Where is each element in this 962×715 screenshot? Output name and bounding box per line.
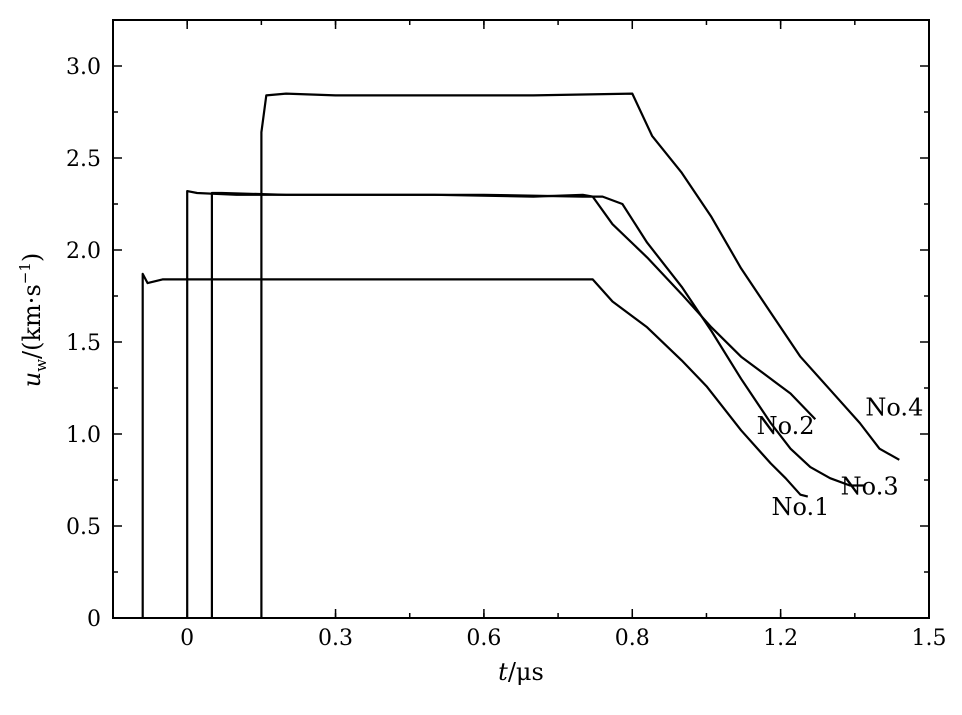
series-line-3 [210, 191, 865, 618]
series-label-2: No.2 [757, 412, 815, 440]
y-tick-label: 2.0 [66, 239, 101, 264]
y-axis-label: uw/(km·s−1) [16, 253, 50, 388]
series-label-3: No.3 [841, 473, 899, 501]
y-tick-label: 2.5 [66, 147, 101, 172]
y-tick-label: 0.5 [66, 515, 101, 540]
tick-marks [112, 19, 930, 619]
y-tick-label: 0 [87, 607, 101, 632]
series-line-4 [260, 92, 900, 618]
x-tick-label: 0.6 [466, 626, 501, 651]
x-tick-label: 1.2 [763, 626, 798, 651]
series-lines [141, 92, 900, 618]
series-label-1: No.1 [771, 493, 829, 521]
series-label-4: No.4 [865, 394, 923, 422]
tick-labels: 0 0.3 0.6 0.8 1.2 1.5 0 0.5 1.0 1.5 2.0 2.5 3.0 [66, 55, 947, 651]
x-axis-label: t/μs [498, 658, 544, 686]
series-labels: No.1 No.2 No.3 No.4 [757, 394, 924, 521]
x-tick-label: 1.5 [912, 626, 947, 651]
series-line-1 [141, 272, 809, 618]
x-tick-label: 0 [180, 626, 194, 651]
x-tick-label: 0.8 [615, 626, 650, 651]
plot-frame [112, 19, 930, 619]
y-tick-label: 1.0 [66, 423, 101, 448]
y-tick-label: 1.5 [66, 331, 101, 356]
x-tick-label: 0.3 [318, 626, 353, 651]
y-tick-label: 3.0 [66, 55, 101, 80]
